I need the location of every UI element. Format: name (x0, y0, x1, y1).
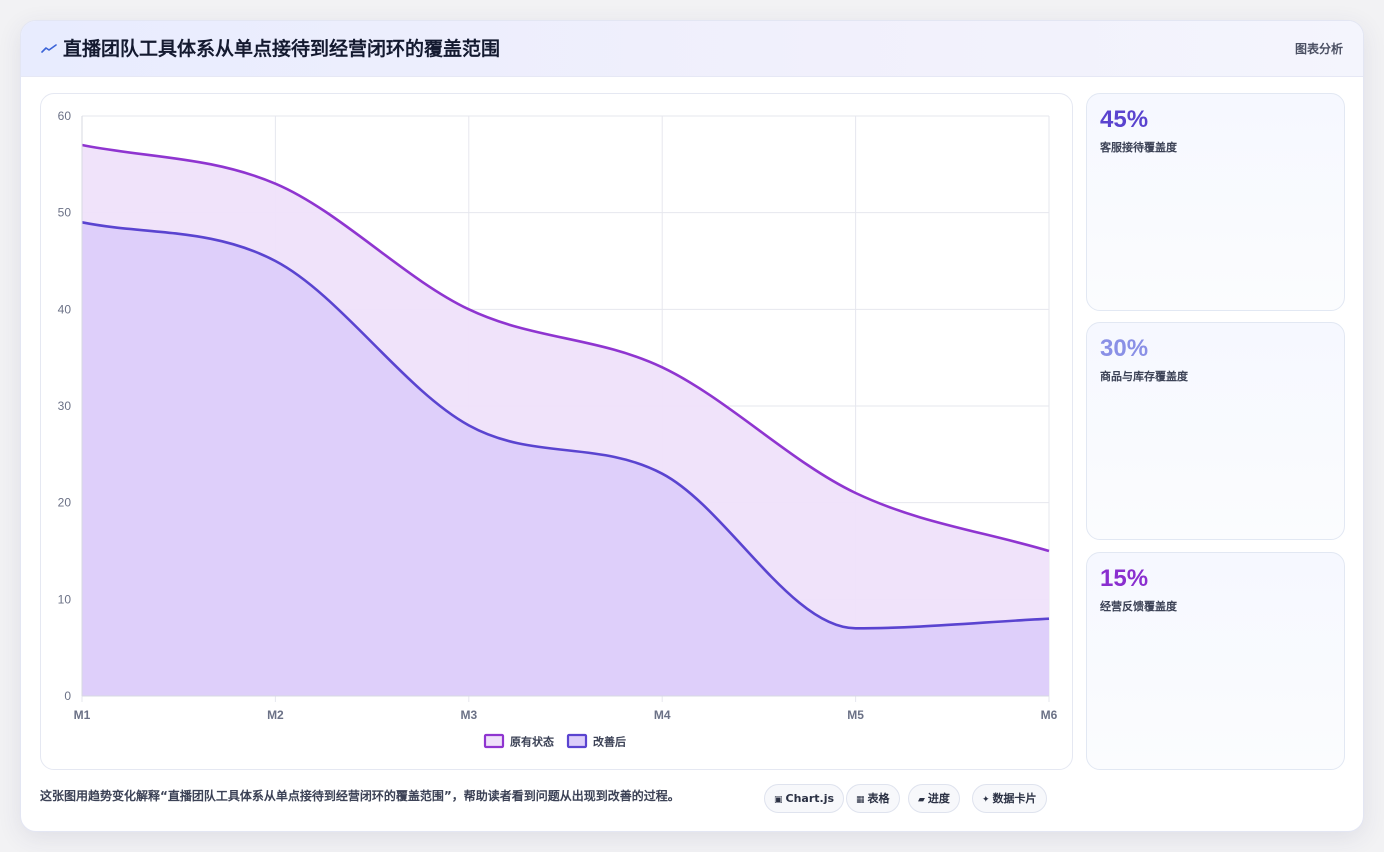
chip-data-cards[interactable]: ✦ 数据卡片 (972, 784, 1047, 813)
card-header: 直播团队工具体系从单点接待到经营闭环的覆盖范围 图表分析 (21, 21, 1363, 77)
chart-analysis-tag: 图表分析 (1294, 42, 1343, 56)
chip-label: Chart.js (785, 792, 835, 805)
table-icon: ▦ (856, 795, 865, 805)
stat-label: 商品与库存覆盖度 (1100, 370, 1188, 383)
y-tick-label: 50 (58, 206, 72, 220)
progress-icon: ▰ (918, 795, 925, 805)
x-tick-label: M6 (1041, 708, 1058, 722)
x-tick-label: M3 (460, 708, 477, 722)
chart-icon: ▣ (774, 795, 783, 805)
x-tick-label: M1 (74, 708, 91, 722)
series-area-1 (82, 222, 1049, 697)
y-tick-label: 0 (64, 689, 71, 703)
y-tick-label: 20 (58, 496, 72, 510)
legend-label: 原有状态 (510, 735, 554, 749)
legend-swatch (483, 733, 505, 749)
y-tick-label: 30 (58, 399, 72, 413)
x-tick-label: M2 (267, 708, 284, 722)
sparkle-icon: ✦ (982, 795, 990, 805)
chart-card: 直播团队工具体系从单点接待到经营闭环的覆盖范围 图表分析 0 10 20 30 40 50… (20, 20, 1364, 832)
chip-label: 数据卡片 (992, 792, 1037, 805)
chip-progress[interactable]: ▰ 进度 (908, 784, 960, 813)
y-tick-label: 10 (58, 592, 72, 606)
y-tick-label: 60 (58, 109, 72, 123)
y-tick-label: 40 (58, 302, 72, 316)
stat-card-service: 45% 客服接待覆盖度 (1086, 93, 1345, 311)
trend-line-icon (41, 44, 57, 53)
stat-value: 30% (1100, 335, 1149, 362)
x-tick-label: M5 (847, 708, 864, 722)
series-line-1 (81, 221, 1050, 630)
legend-swatch (566, 733, 588, 749)
chip-table[interactable]: ▦ 表格 (846, 784, 900, 813)
stat-value: 15% (1100, 565, 1149, 592)
stat-label: 经营反馈覆盖度 (1100, 600, 1177, 613)
stat-card-inventory: 30% 商品与库存覆盖度 (1086, 322, 1345, 540)
x-tick-label: M4 (654, 708, 671, 722)
stat-value: 45% (1100, 106, 1149, 133)
legend-label: 改善后 (593, 735, 626, 749)
chart-panel: 0 10 20 30 40 50 60 M1 M2 M3 M4 M5 M6 原有状态 改善后 (40, 93, 1073, 770)
stat-card-feedback: 15% 经营反馈覆盖度 (1086, 552, 1345, 770)
chip-label: 进度 (927, 792, 950, 805)
page-title: 直播团队工具体系从单点接待到经营闭环的覆盖范围 (63, 38, 501, 60)
stat-label: 客服接待覆盖度 (1100, 141, 1177, 154)
chip-label: 表格 (867, 792, 890, 805)
chip-chartjs[interactable]: ▣ Chart.js (764, 784, 845, 813)
chart-description: 这张图用趋势变化解释“直播团队工具体系从单点接待到经营闭环的覆盖范围”，帮助读者… (40, 789, 680, 803)
area-chart: 0 10 20 30 40 50 60 M1 M2 M3 M4 M5 M6 原有状态 改善后 (58, 109, 1058, 749)
series-line-0 (81, 143, 1050, 553)
